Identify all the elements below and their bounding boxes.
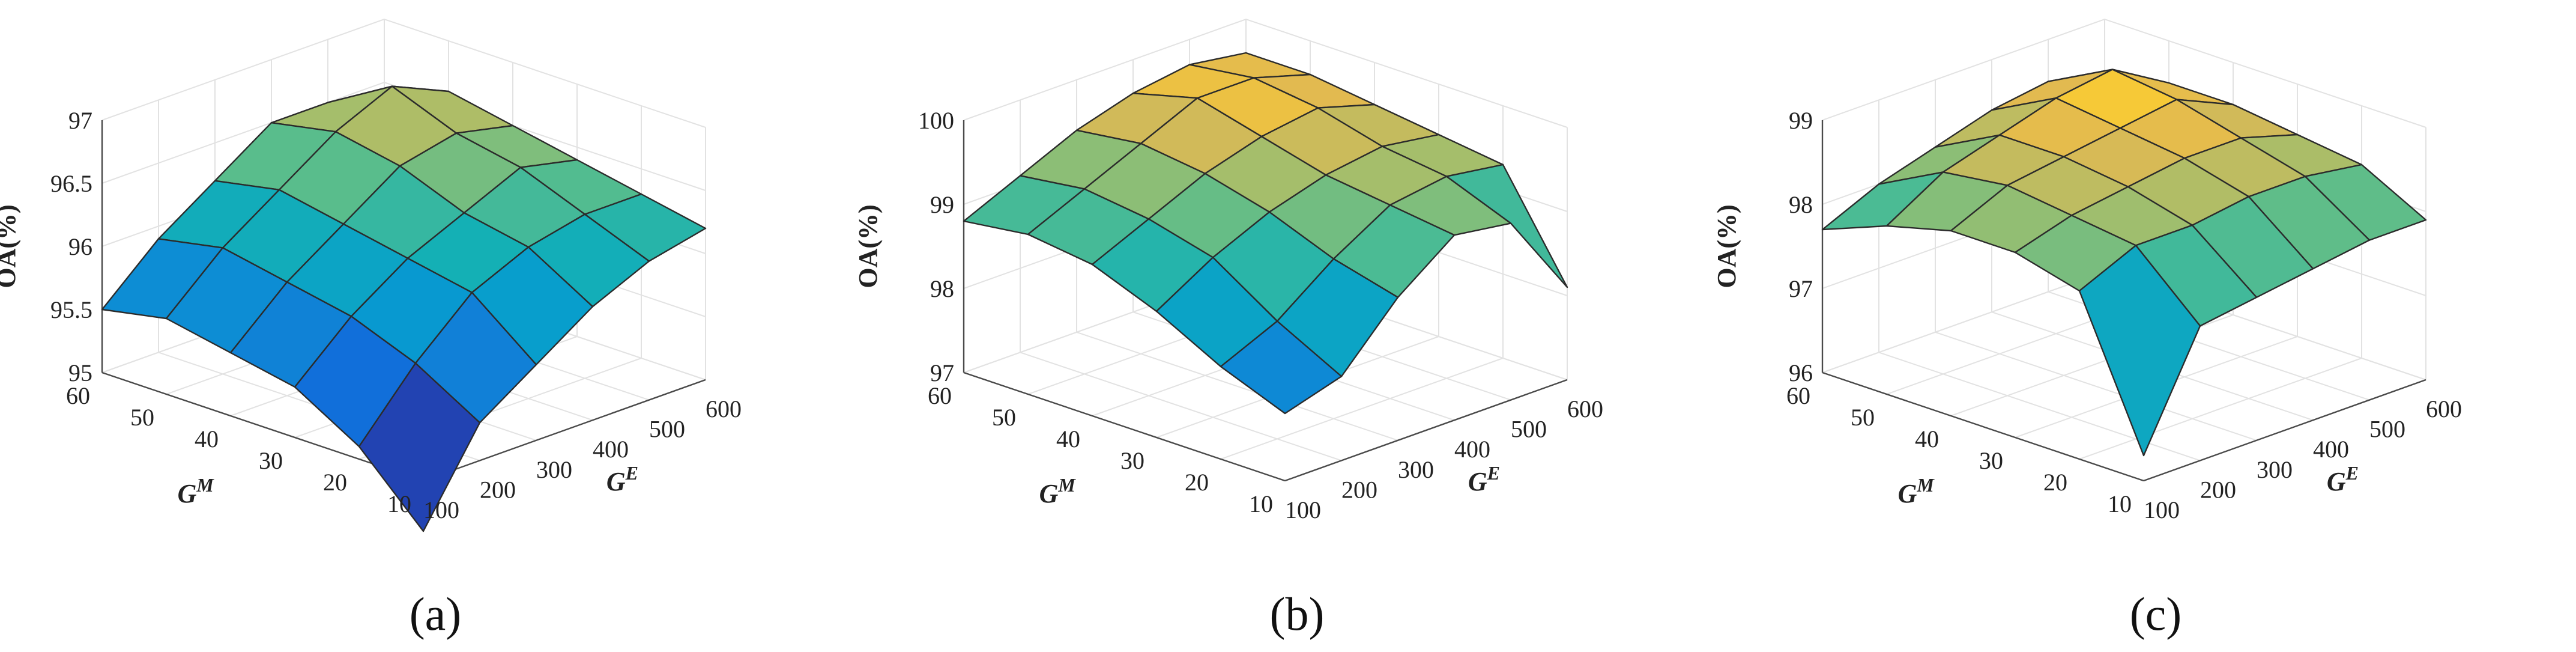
y-tick-label: 50 bbox=[992, 404, 1016, 431]
x-tick-label: 200 bbox=[1341, 476, 1377, 503]
z-tick-label: 96 bbox=[1789, 359, 1813, 386]
z-tick-label: 97 bbox=[1789, 275, 1813, 302]
x-tick-label: 300 bbox=[2257, 456, 2293, 483]
axis-titles: GE GM OA(%) bbox=[853, 204, 1500, 508]
y-tick-label: 60 bbox=[928, 382, 952, 409]
y-axis-title: GM bbox=[178, 474, 215, 508]
panel-label-a: (a) bbox=[410, 588, 462, 640]
x-tick-label: 300 bbox=[536, 456, 572, 483]
x-tick-label: 300 bbox=[1398, 456, 1434, 483]
panel-label-c: (c) bbox=[2130, 588, 2182, 640]
z-axis-title: OA(%) bbox=[1712, 204, 1741, 288]
y-tick-label: 60 bbox=[1786, 382, 1810, 409]
x-tick-label: 400 bbox=[1454, 436, 1490, 463]
panel-label-b: (b) bbox=[1270, 588, 1325, 640]
x-tick-label: 600 bbox=[706, 395, 742, 422]
x-tick-label: 500 bbox=[1511, 416, 1547, 443]
surface-plot-b: 100200300400500600102030405060979899100G… bbox=[853, 18, 1603, 523]
y-tick-label: 30 bbox=[259, 447, 283, 474]
axis-titles: GE GM OA(%) bbox=[0, 204, 638, 508]
z-axis-title: OA(%) bbox=[0, 204, 21, 288]
y-tick-label: 30 bbox=[1979, 447, 2003, 474]
y-tick-label: 20 bbox=[1185, 469, 1209, 496]
axis-frame bbox=[101, 120, 706, 482]
y-tick-label: 20 bbox=[2043, 469, 2067, 496]
x-tick-label: 200 bbox=[2200, 476, 2236, 503]
z-tick-label: 99 bbox=[1789, 107, 1813, 134]
z-tick-label: 99 bbox=[930, 191, 954, 218]
y-tick-label: 10 bbox=[1249, 490, 1273, 517]
surface bbox=[963, 52, 1568, 415]
surface bbox=[1821, 69, 2427, 457]
x-tick-label: 600 bbox=[1567, 395, 1603, 422]
y-tick-label: 50 bbox=[130, 404, 154, 431]
x-axis-title: GE bbox=[1468, 462, 1500, 496]
y-tick-label: 20 bbox=[323, 469, 347, 496]
x-axis-title: GE bbox=[2327, 462, 2359, 496]
y-tick-label: 50 bbox=[1851, 404, 1875, 431]
x-tick-label: 100 bbox=[2144, 496, 2180, 523]
z-tick-label: 95.5 bbox=[50, 296, 92, 323]
x-tick-label: 100 bbox=[1285, 496, 1321, 523]
z-tick-label: 95 bbox=[68, 359, 92, 386]
y-tick-label: 10 bbox=[387, 490, 411, 517]
y-tick-label: 30 bbox=[1120, 447, 1144, 474]
x-tick-label: 500 bbox=[2369, 416, 2405, 443]
x-tick-label: 200 bbox=[480, 476, 516, 503]
surface-patch bbox=[358, 362, 481, 532]
axis-titles: GE GM OA(%) bbox=[1712, 204, 2359, 508]
y-tick-label: 40 bbox=[195, 425, 219, 452]
z-tick-label: 97 bbox=[68, 107, 92, 134]
y-axis-title: GM bbox=[1898, 474, 1935, 508]
z-tick-label: 96.5 bbox=[50, 170, 92, 197]
z-axis-title: OA(%) bbox=[853, 204, 883, 288]
z-tick-label: 98 bbox=[930, 275, 954, 302]
x-tick-label: 400 bbox=[593, 436, 629, 463]
y-tick-label: 40 bbox=[1915, 425, 1939, 452]
surface-patch bbox=[1220, 320, 1343, 415]
x-tick-label: 400 bbox=[2313, 436, 2349, 463]
y-tick-label: 60 bbox=[66, 382, 90, 409]
axis-frame bbox=[1821, 120, 2426, 482]
axis-frame bbox=[963, 120, 1568, 482]
y-axis-title: GM bbox=[1039, 474, 1077, 508]
x-tick-label: 600 bbox=[2426, 395, 2462, 422]
z-tick-label: 100 bbox=[918, 107, 954, 134]
x-tick-label: 100 bbox=[423, 496, 459, 523]
z-tick-label: 98 bbox=[1789, 191, 1813, 218]
x-axis-title: GE bbox=[606, 462, 638, 496]
z-tick-label: 96 bbox=[68, 233, 92, 260]
z-tick-label: 97 bbox=[930, 359, 954, 386]
surface bbox=[101, 85, 707, 532]
surface-patch bbox=[2078, 245, 2201, 457]
y-tick-label: 40 bbox=[1056, 425, 1080, 452]
y-tick-label: 10 bbox=[2108, 490, 2132, 517]
x-tick-label: 500 bbox=[649, 416, 685, 443]
